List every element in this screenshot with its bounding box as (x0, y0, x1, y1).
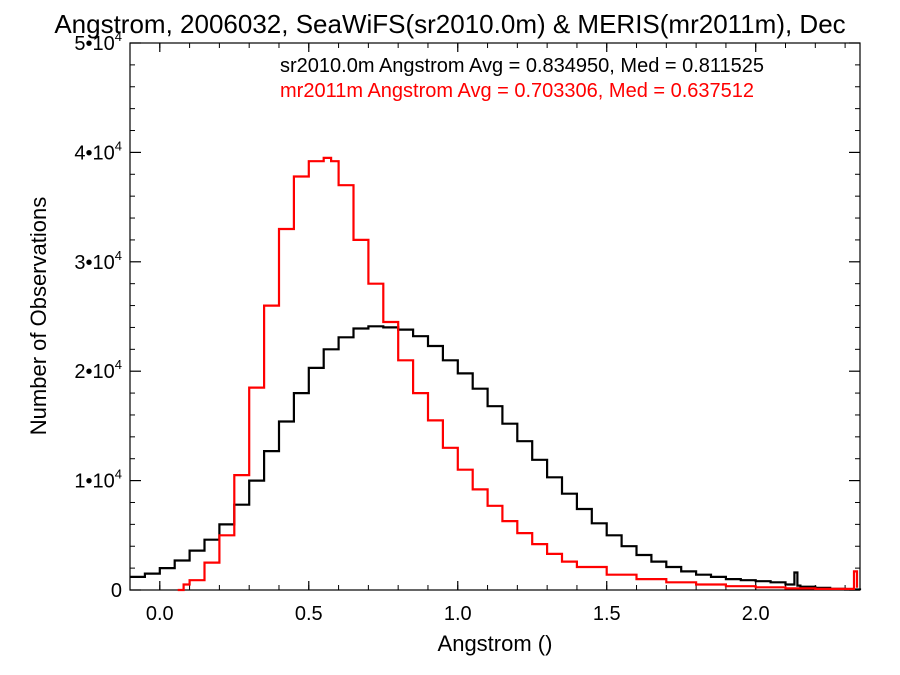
x-tick-label: 1.5 (593, 603, 621, 625)
y-tick-label: 5•104 (74, 29, 122, 55)
x-axis-label: Angstrom () (438, 631, 553, 656)
y-tick-exponent: 4 (115, 357, 122, 372)
y-axis-label: Number of Observations (26, 197, 51, 435)
x-tick-label: 0.0 (146, 603, 174, 625)
x-tick-label: 0.5 (295, 603, 323, 625)
y-tick-label: 0 (111, 580, 122, 602)
chart-title: Angstrom, 2006032, SeaWiFS(sr2010.0m) & … (54, 9, 845, 39)
y-tick-label: 3•104 (74, 248, 122, 274)
y-tick-label: 2•104 (74, 357, 122, 383)
plot-frame (129, 42, 861, 591)
x-tick-label: 1.0 (444, 603, 472, 625)
y-tick-base: 5•10 (74, 33, 114, 55)
series-line-mr2011m (177, 156, 859, 592)
x-axis: 0.0 0.5 1.0 1.5 2.0 (146, 43, 846, 625)
y-tick-base: 4•10 (74, 142, 114, 164)
y-tick-base: 2•10 (74, 361, 114, 383)
y-tick-exponent: 4 (115, 467, 122, 482)
y-tick-label: 4•104 (74, 138, 122, 164)
x-tick-label: 2.0 (742, 603, 770, 625)
y-tick-base: 3•10 (74, 252, 114, 274)
y-tick-exponent: 4 (115, 248, 122, 263)
y-tick-base: 0 (111, 580, 122, 602)
y-tick-exponent: 4 (115, 29, 122, 44)
legend-entry-red: mr2011m Angstrom Avg = 0.703306, Med = 0… (280, 80, 754, 102)
legend-entry-black: sr2010.0m Angstrom Avg = 0.834950, Med =… (280, 55, 764, 77)
y-tick-exponent: 4 (115, 138, 122, 153)
series-layer (130, 156, 862, 592)
series-line-sr2010.0m (130, 325, 862, 591)
y-tick-label: 1•104 (74, 467, 122, 493)
y-tick-base: 1•10 (74, 471, 114, 493)
